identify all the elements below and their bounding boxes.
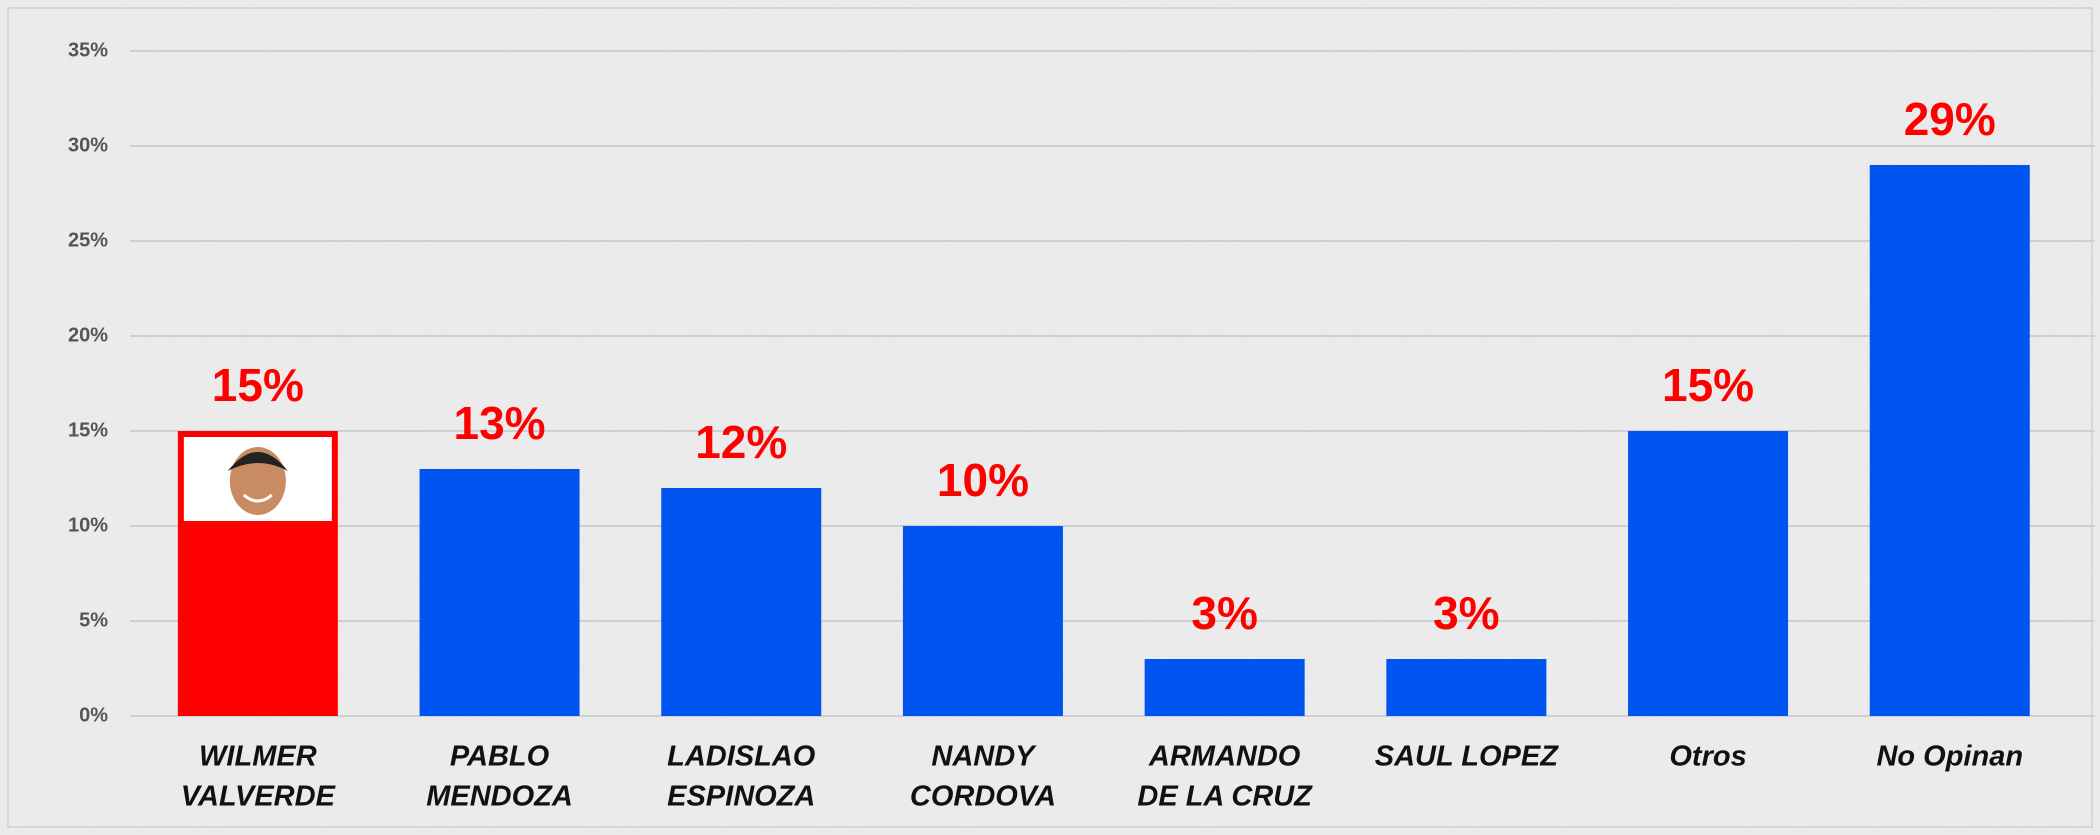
x-tick-label: DE LA CRUZ xyxy=(1137,781,1313,813)
value-label: 3% xyxy=(1433,587,1499,639)
value-label: 3% xyxy=(1191,587,1257,639)
x-tick-label: ARMANDO xyxy=(1148,741,1301,773)
y-tick-label: 35% xyxy=(68,39,108,61)
bar xyxy=(419,469,580,716)
bar xyxy=(1869,165,2030,716)
y-tick-label: 20% xyxy=(68,324,108,346)
x-tick-label: NANDY xyxy=(931,741,1037,773)
x-tick-label: CORDOVA xyxy=(910,781,1056,813)
value-label: 13% xyxy=(454,397,546,449)
chart-border xyxy=(7,7,2093,828)
y-tick-label: 5% xyxy=(79,609,108,631)
x-tick-label: LADISLAO xyxy=(667,741,816,773)
bar xyxy=(1144,659,1305,716)
x-tick-label: WILMER xyxy=(199,741,317,773)
x-tick-label: PABLO xyxy=(450,741,550,773)
bar xyxy=(1386,659,1547,716)
x-tick-label: No Opinan xyxy=(1876,741,2023,773)
value-label: 15% xyxy=(1662,359,1754,411)
x-tick-label: ESPINOZA xyxy=(667,781,815,813)
value-label: 10% xyxy=(937,454,1029,506)
y-tick-label: 10% xyxy=(68,514,108,536)
y-tick-label: 0% xyxy=(79,704,108,726)
y-tick-label: 15% xyxy=(68,419,108,441)
x-tick-label: MENDOZA xyxy=(426,781,573,813)
bar xyxy=(1628,431,1789,716)
y-tick-label: 25% xyxy=(68,229,108,251)
candidate-photo-smile xyxy=(242,493,273,503)
candidate-photo-hair xyxy=(227,452,288,471)
x-tick-label: VALVERDE xyxy=(181,781,337,813)
x-tick-label: SAUL LOPEZ xyxy=(1375,741,1559,773)
value-label: 15% xyxy=(212,359,304,411)
value-label: 29% xyxy=(1904,93,1996,145)
value-label: 12% xyxy=(695,416,787,468)
x-tick-label: Otros xyxy=(1669,741,1746,773)
y-tick-label: 30% xyxy=(68,134,108,156)
bar xyxy=(661,488,822,716)
bar xyxy=(902,526,1063,716)
